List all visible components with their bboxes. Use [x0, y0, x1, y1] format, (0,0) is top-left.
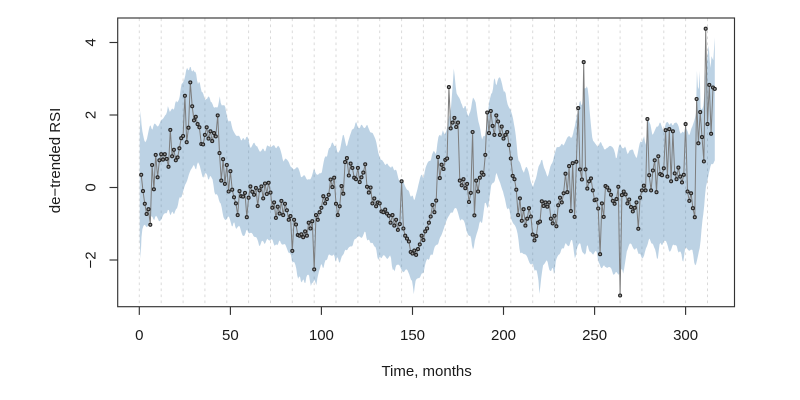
svg-text:300: 300: [673, 327, 698, 344]
svg-text:Time, months: Time, months: [381, 363, 471, 380]
svg-text:200: 200: [491, 327, 516, 344]
svg-text:−2: −2: [82, 251, 99, 268]
svg-text:250: 250: [582, 327, 607, 344]
svg-text:de−trended RSI: de−trended RSI: [47, 108, 64, 214]
svg-text:150: 150: [400, 327, 425, 344]
svg-text:0: 0: [82, 183, 99, 191]
svg-text:50: 50: [222, 327, 239, 344]
svg-text:0: 0: [135, 327, 143, 344]
svg-text:100: 100: [309, 327, 334, 344]
svg-text:2: 2: [82, 111, 99, 119]
svg-text:4: 4: [82, 38, 99, 46]
